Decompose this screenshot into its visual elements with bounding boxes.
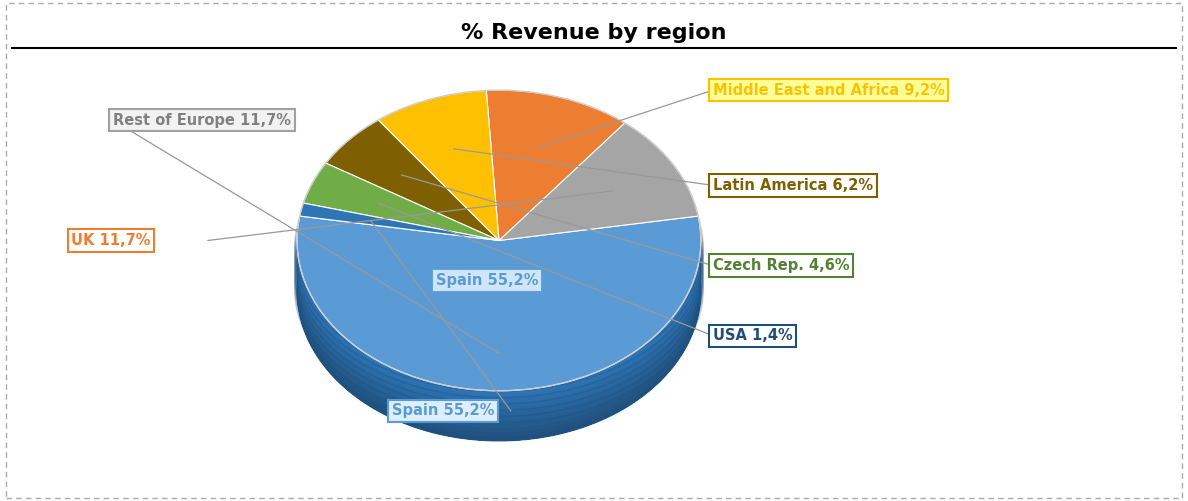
Polygon shape xyxy=(297,267,701,441)
Text: % Revenue by region: % Revenue by region xyxy=(461,23,727,43)
Polygon shape xyxy=(297,271,701,441)
Polygon shape xyxy=(297,242,701,441)
Text: Spain 55,2%: Spain 55,2% xyxy=(436,273,538,288)
Polygon shape xyxy=(297,275,701,441)
Text: Middle East and Africa 9,2%: Middle East and Africa 9,2% xyxy=(713,83,944,98)
Polygon shape xyxy=(297,233,701,441)
Polygon shape xyxy=(297,246,701,441)
Polygon shape xyxy=(297,280,701,441)
Polygon shape xyxy=(297,250,701,441)
Polygon shape xyxy=(297,242,701,441)
Polygon shape xyxy=(297,255,701,441)
Text: Latin America 6,2%: Latin America 6,2% xyxy=(713,178,873,193)
Polygon shape xyxy=(326,120,499,240)
Polygon shape xyxy=(297,284,701,441)
Text: UK 11,7%: UK 11,7% xyxy=(71,233,151,248)
Polygon shape xyxy=(297,237,701,441)
Text: Czech Rep. 4,6%: Czech Rep. 4,6% xyxy=(713,258,849,273)
Ellipse shape xyxy=(297,163,701,418)
Polygon shape xyxy=(299,203,499,240)
Polygon shape xyxy=(297,216,701,391)
Polygon shape xyxy=(499,123,699,240)
Polygon shape xyxy=(486,90,625,240)
Text: Rest of Europe 11,7%: Rest of Europe 11,7% xyxy=(113,113,291,128)
Polygon shape xyxy=(303,163,499,240)
Polygon shape xyxy=(297,259,701,441)
Text: Spain 55,2%: Spain 55,2% xyxy=(392,403,494,418)
Polygon shape xyxy=(297,263,701,441)
Polygon shape xyxy=(378,91,499,240)
Text: USA 1,4%: USA 1,4% xyxy=(713,328,792,343)
